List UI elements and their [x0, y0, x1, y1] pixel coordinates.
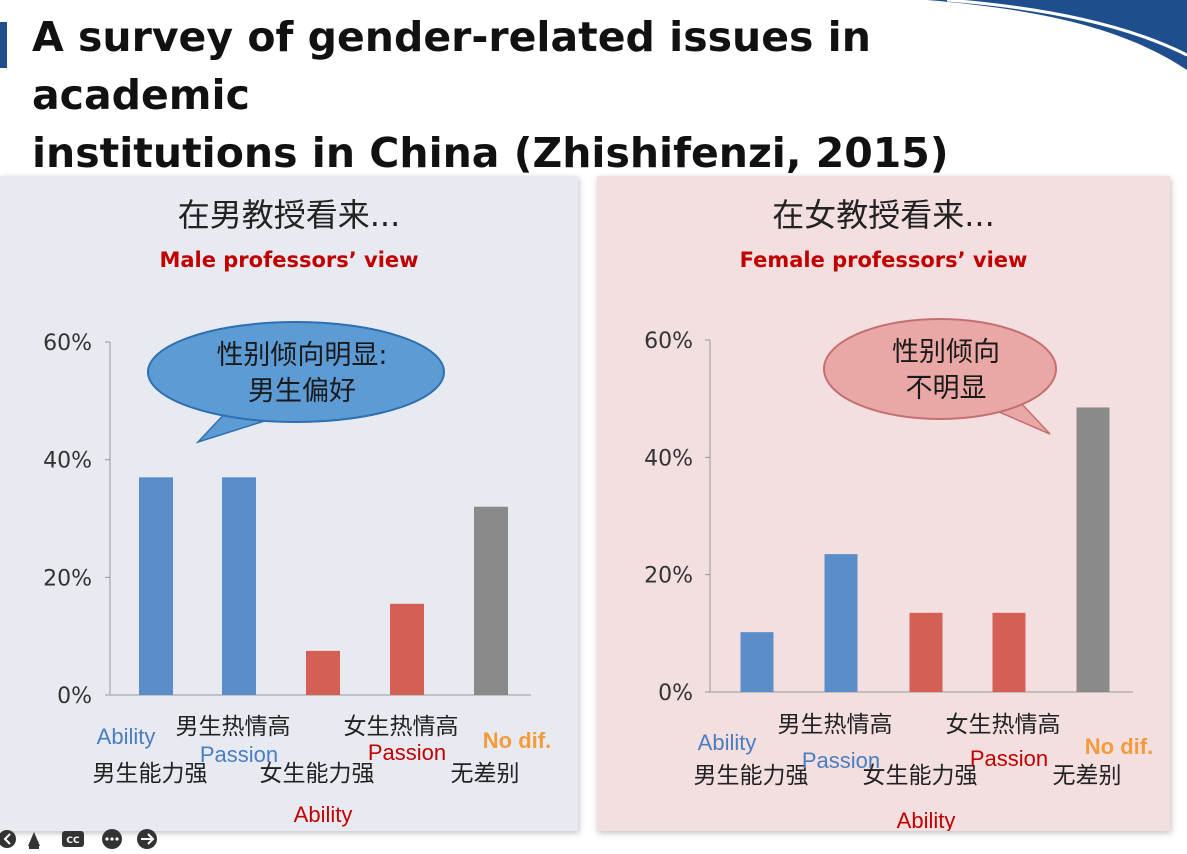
- category-label: 女生能力强: [260, 761, 375, 787]
- english-label: Ability: [294, 802, 353, 827]
- y-tick-label: 40%: [644, 446, 693, 471]
- callout-ellipse: [823, 318, 1057, 420]
- slide-title-line-2: institutions in China (Zhishifenzi, 2015…: [32, 129, 949, 177]
- male-view-panel: 在男教授看来... Male professors’ view 0% 20% 40%…: [0, 176, 578, 831]
- english-label: Passion: [200, 742, 278, 767]
- pointer-icon[interactable]: [28, 832, 40, 849]
- bar-1: [139, 477, 173, 695]
- callout-text: 性别倾向: [892, 337, 1000, 368]
- callout-text: 男生偏好: [248, 376, 356, 407]
- bar-5: [1076, 407, 1110, 692]
- y-tick-label: 20%: [644, 564, 693, 589]
- title-accent-bar: [0, 22, 7, 68]
- slide-title: A survey of gender-related issues in aca…: [32, 8, 1032, 182]
- y-tick-label: 0%: [658, 681, 693, 706]
- callout-bubble: 性别倾向明显: 男生偏好: [147, 321, 445, 444]
- english-label: Passion: [802, 748, 880, 773]
- bar-4: [992, 612, 1026, 692]
- category-label: 女生能力强: [863, 763, 978, 789]
- male-panel-title: 在男教授看来...: [177, 196, 401, 234]
- category-label: 男生能力强: [93, 761, 208, 787]
- category-label: 无差别: [1053, 763, 1122, 789]
- english-label: Ability: [897, 808, 956, 831]
- category-label: 男生能力强: [694, 763, 809, 789]
- callout-text: 性别倾向明显:: [216, 340, 387, 371]
- bar-2: [824, 554, 858, 692]
- y-tick-label: 0%: [57, 684, 92, 709]
- callout-ellipse: [147, 321, 445, 423]
- category-label: 男生热情高: [778, 712, 893, 738]
- english-label: Passion: [368, 740, 446, 765]
- category-label: 女生热情高: [344, 714, 459, 740]
- corner-swoosh-decoration: [927, 0, 1187, 70]
- english-label: No dif.: [483, 728, 551, 753]
- previous-icon[interactable]: [0, 830, 16, 848]
- english-label: Passion: [970, 746, 1048, 771]
- y-tick-label: 40%: [43, 449, 92, 474]
- svg-text:CC: CC: [66, 836, 80, 846]
- bar-5: [474, 506, 508, 695]
- male-panel-subtitle: Male professors’ view: [159, 248, 419, 272]
- callout-text: 不明显: [906, 373, 987, 404]
- english-label: Ability: [698, 730, 757, 755]
- player-controls: CC: [0, 829, 157, 849]
- female-panel-title: 在女教授看来...: [772, 196, 995, 234]
- captions-icon[interactable]: CC: [62, 831, 84, 847]
- bar-4: [390, 603, 424, 695]
- english-label: No dif.: [1085, 734, 1153, 759]
- y-tick-label: 60%: [43, 331, 92, 356]
- y-tick-label: 60%: [644, 329, 693, 354]
- english-label: Ability: [97, 724, 156, 749]
- bar-3: [909, 612, 943, 692]
- female-view-panel: 在女教授看来... Female professors’ view 0% 20% 4…: [597, 176, 1170, 831]
- category-label: 女生热情高: [946, 712, 1061, 738]
- category-label: 男生热情高: [176, 714, 291, 740]
- female-panel-subtitle: Female professors’ view: [739, 248, 1028, 272]
- more-icon[interactable]: [102, 829, 122, 849]
- bar-1: [740, 632, 774, 692]
- bar-2: [222, 477, 256, 695]
- next-icon[interactable]: [137, 829, 157, 849]
- bar-3: [306, 650, 340, 695]
- slide-title-line-1: A survey of gender-related issues in aca…: [32, 13, 871, 119]
- category-label: 无差别: [451, 761, 520, 787]
- y-tick-label: 20%: [43, 566, 92, 591]
